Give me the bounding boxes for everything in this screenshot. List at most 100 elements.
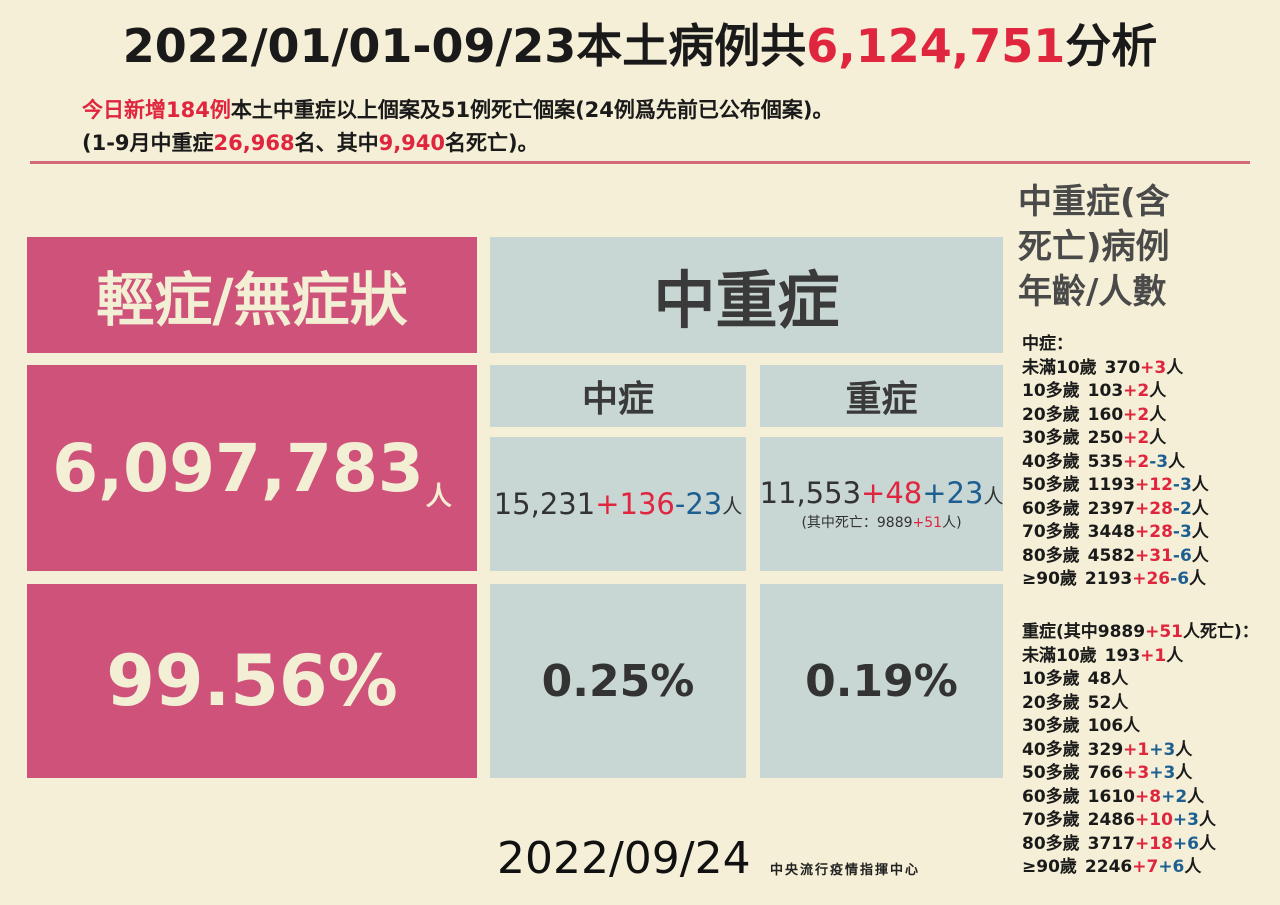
severe-age-unit: 人 <box>1187 786 1205 807</box>
severe-percentage: 0.19% <box>760 584 1003 778</box>
severe-age-value: 329 <box>1087 739 1124 760</box>
severe-age-change: +3 <box>1149 763 1176 783</box>
subtitle-line-1: 今日新增184例本土中重症以上個案及51例死亡個案(24例爲先前已公布個案)。 <box>82 94 833 124</box>
severe-age-increase: +3 <box>1123 763 1150 783</box>
severe-age-change: +6 <box>1172 833 1199 854</box>
severe-age-unit: 人 <box>1198 810 1216 830</box>
severe-age-row: 30多歲 106人 <box>1022 715 1259 739</box>
moderate-age-age: 80多歲 <box>1022 545 1080 566</box>
sub2-b: 26,968 <box>213 131 295 155</box>
severe-age-age: 60多歲 <box>1022 786 1080 807</box>
mild-header: 輕症/無症狀 <box>27 237 477 353</box>
severe-label-b: +51 <box>1145 622 1183 642</box>
severe-age-increase: +1 <box>1140 645 1167 666</box>
moderate-age-unit: 人 <box>1166 357 1184 378</box>
moderate-age-age: 10多歲 <box>1022 381 1080 401</box>
severe-age-increase: +7 <box>1132 857 1159 877</box>
moderate-age-row: 60多歲 2397+28-2人 <box>1022 498 1209 522</box>
moderate-age-value: 4582 <box>1087 545 1135 566</box>
moderate-list-label: 中症： <box>1022 334 1073 354</box>
moderate-age-increase: +31 <box>1135 545 1173 566</box>
moderate-age-change: -3 <box>1172 475 1192 495</box>
moderate-age-row: 70多歲 3448+28-3人 <box>1022 521 1209 545</box>
severe-age-unit: 人 <box>1111 669 1129 689</box>
severe-age-value: 193 <box>1104 645 1141 666</box>
severe-age-increase: +8 <box>1135 786 1162 807</box>
severe-age-increase: +1 <box>1123 739 1150 760</box>
moderate-age-unit: 人 <box>1189 569 1207 589</box>
moderate-age-row: 50多歲 1193+12-3人 <box>1022 474 1209 498</box>
severe-death-note: (其中死亡：9889+51人) <box>801 512 961 532</box>
severe-age-unit: 人 <box>1184 857 1202 877</box>
moderate-age-unit: 人 <box>1191 475 1209 495</box>
severe-age-increase: +18 <box>1135 833 1173 854</box>
moderate-age-increase: +28 <box>1135 498 1173 519</box>
severe-age-unit: 人 <box>1175 763 1193 783</box>
report-date: 2022/09/24 <box>497 833 751 884</box>
moderate-age-change: -3 <box>1172 522 1192 542</box>
severe-age-row: 70多歲 2486+10+3人 <box>1022 809 1259 833</box>
moderate-age-age: 20多歲 <box>1022 404 1080 425</box>
moderate-count-cell: 15,231 +136 -23 人 <box>490 437 746 571</box>
moderate-age-unit: 人 <box>1191 545 1209 566</box>
moderate-age-unit: 人 <box>1168 451 1186 472</box>
severe-age-list: 重症(其中9889+51人死亡)： 未滿10歲 193+1人 10多歲 48人 20多歲… <box>1022 621 1259 880</box>
severe-age-row: 60多歲 1610+8+2人 <box>1022 786 1259 810</box>
moderate-age-unit: 人 <box>1149 381 1167 401</box>
sub2-e: 名死亡)。 <box>445 131 539 155</box>
severe-age-change: +2 <box>1161 786 1188 807</box>
severe-age-age: ≥90歲 <box>1022 857 1077 877</box>
moderate-age-value: 370 <box>1104 357 1141 378</box>
severe-age-age: 20多歲 <box>1022 692 1080 713</box>
mild-unit: 人 <box>425 482 452 512</box>
sidebar-title: 中重症(含 死亡)病例 年齡/人數 <box>1018 180 1218 315</box>
moderate-age-increase: +2 <box>1123 404 1150 425</box>
moderate-age-unit: 人 <box>1149 428 1167 448</box>
severe-age-age: 40多歲 <box>1022 739 1080 760</box>
moderate-age-row: ≥90歲 2193+26-6人 <box>1022 568 1209 592</box>
moderate-base: 15,231 <box>493 487 596 521</box>
moderate-severe-header: 中重症 <box>490 237 1003 353</box>
severe-age-increase: +10 <box>1135 810 1173 830</box>
moderate-age-increase: +2 <box>1123 428 1150 448</box>
severe-count-cell: 11,553+48+23人 (其中死亡：9889+51人) <box>760 437 1003 571</box>
severe-base: 11,553 <box>759 476 862 510</box>
moderate-percentage: 0.25% <box>490 584 746 778</box>
divider <box>30 161 1250 164</box>
severe-age-row: 40多歲 329+1+3人 <box>1022 739 1259 763</box>
moderate-age-unit: 人 <box>1191 522 1209 542</box>
moderate-age-list: 中症： 未滿10歲 370+3人 10多歲 103+2人 20多歲 160+2人 30多歲 2… <box>1022 333 1209 592</box>
moderate-age-value: 3448 <box>1087 522 1135 542</box>
moderate-age-change: -6 <box>1172 545 1192 566</box>
moderate-age-row: 20多歲 160+2人 <box>1022 404 1209 428</box>
severe-age-value: 2486 <box>1087 810 1135 830</box>
severe-age-value: 1610 <box>1087 786 1135 807</box>
moderate-age-unit: 人 <box>1191 498 1209 519</box>
title-prefix: 2022/01/01-09/23本土病例共 <box>122 19 807 73</box>
moderate-header: 中症 <box>490 365 746 427</box>
sidebar-title-line-2: 死亡)病例 <box>1018 227 1170 267</box>
severe-unit: 人 <box>983 484 1004 508</box>
severe-age-unit: 人 <box>1111 692 1129 713</box>
sub2-d: 9,940 <box>378 131 446 155</box>
moderate-age-change: -2 <box>1172 498 1192 519</box>
moderate-age-unit: 人 <box>1149 404 1167 425</box>
moderate-age-row: 40多歲 535+2-3人 <box>1022 451 1209 475</box>
sub1-b: 184例 <box>166 98 231 122</box>
severe-age-change: +3 <box>1149 739 1176 760</box>
severe-list-label: 重症(其中9889+51人死亡)： <box>1022 621 1259 645</box>
sub1-c: 本土中重症以上個案及51例死亡個案(24例爲先前已公布個案)。 <box>230 98 834 122</box>
severe-age-age: 30多歲 <box>1022 716 1080 736</box>
moderate-age-age: 40多歲 <box>1022 451 1080 472</box>
moderate-age-increase: +2 <box>1123 381 1150 401</box>
sub1-a: 今日新增 <box>82 98 166 122</box>
severe-plus2: +23 <box>922 476 984 510</box>
mild-percentage: 99.56% <box>27 584 477 778</box>
severe-label-c: 人死亡)： <box>1183 622 1259 642</box>
severe-header: 重症 <box>760 365 1003 427</box>
moderate-unit: 人 <box>722 493 743 518</box>
severe-age-unit: 人 <box>1123 716 1141 736</box>
moderate-age-value: 2397 <box>1087 498 1135 519</box>
moderate-age-increase: +2 <box>1123 451 1150 472</box>
severe-age-row: 80多歲 3717+18+6人 <box>1022 833 1259 857</box>
